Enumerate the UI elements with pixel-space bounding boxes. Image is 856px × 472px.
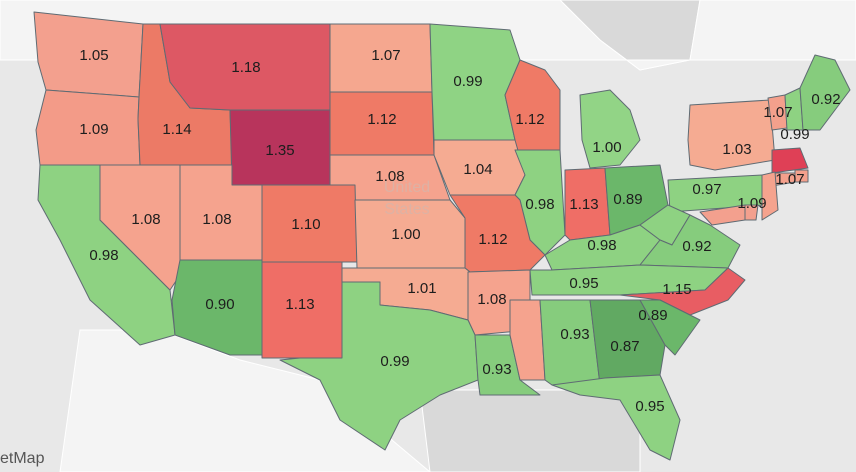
state-value-ar: 1.08	[477, 291, 506, 308]
state-value-ky: 0.98	[587, 237, 616, 254]
state-value-ok: 1.01	[407, 280, 436, 297]
state-value-il: 0.98	[525, 196, 554, 213]
country-label-line2: States	[384, 201, 429, 218]
state-mo[interactable]	[449, 194, 546, 273]
map-attribution: etMap	[0, 450, 45, 467]
state-value-tn: 0.95	[569, 275, 598, 292]
state-az[interactable]	[171, 259, 263, 356]
state-value-wa: 1.05	[79, 47, 108, 64]
state-value-nj: 1.09	[737, 195, 766, 212]
gulf-water	[419, 389, 641, 472]
state-value-tx: 0.99	[380, 353, 409, 370]
country-label: United	[384, 179, 430, 196]
state-ms[interactable]	[509, 299, 546, 381]
state-tx[interactable]	[279, 281, 479, 451]
state-ri[interactable]	[794, 169, 809, 183]
state-value-ia: 1.04	[463, 161, 492, 178]
state-value-nd: 1.07	[371, 47, 400, 64]
state-md[interactable]	[699, 204, 746, 226]
state-value-mo: 1.12	[478, 231, 507, 248]
state-value-sc: 0.89	[638, 307, 667, 324]
state-value-fl: 0.95	[635, 398, 664, 415]
state-value-ma: 1.07	[775, 171, 804, 188]
state-value-ca: 0.98	[89, 247, 118, 264]
state-value-al: 0.93	[560, 326, 589, 343]
state-value-ne: 1.08	[375, 168, 404, 185]
state-value-ks: 1.00	[391, 226, 420, 243]
state-value-ut: 1.08	[202, 211, 231, 228]
state-value-or: 1.09	[79, 121, 108, 138]
state-value-wi: 1.12	[515, 111, 544, 128]
state-value-in: 1.13	[569, 196, 598, 213]
state-value-nh: 0.99	[780, 126, 809, 143]
state-value-id: 1.14	[162, 121, 191, 138]
state-value-sd: 1.12	[367, 111, 396, 128]
state-value-me: 0.92	[811, 91, 840, 108]
state-value-va: 0.92	[682, 238, 711, 255]
state-value-nc: 1.15	[662, 281, 691, 298]
state-me[interactable]	[799, 54, 851, 131]
state-value-wy: 1.35	[265, 142, 294, 159]
state-fl[interactable]	[551, 374, 681, 461]
states-layer	[33, 11, 851, 461]
state-value-vt: 1.07	[763, 104, 792, 121]
value-labels: 1.05 1.09 1.14 1.18 1.35 1.07 1.12 0.99 1.12 1.00…	[79, 47, 840, 415]
state-ma[interactable]	[771, 147, 809, 174]
state-value-ny: 1.03	[722, 141, 751, 158]
state-value-mn: 0.99	[453, 73, 482, 90]
state-value-nv: 1.08	[131, 211, 160, 228]
state-value-ga: 0.87	[610, 338, 639, 355]
state-value-co: 1.10	[291, 216, 320, 233]
state-value-nm: 1.13	[285, 296, 314, 313]
state-value-mt: 1.18	[231, 59, 260, 76]
state-value-mi: 1.00	[592, 139, 621, 156]
state-value-oh: 0.89	[613, 191, 642, 208]
state-value-la: 0.93	[482, 361, 511, 378]
state-value-az: 0.90	[205, 296, 234, 313]
state-mi[interactable]	[579, 89, 641, 169]
state-sc[interactable]	[639, 299, 701, 356]
state-value-pa: 0.97	[692, 181, 721, 198]
state-ny[interactable]	[687, 99, 776, 171]
state-nj[interactable]	[761, 171, 779, 221]
